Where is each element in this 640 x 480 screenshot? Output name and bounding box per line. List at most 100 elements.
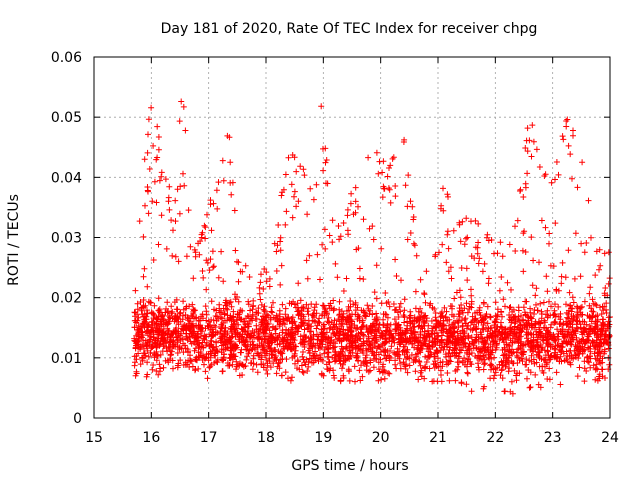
data-point	[558, 280, 565, 287]
data-point	[287, 377, 294, 384]
data-point	[446, 377, 453, 384]
data-point	[566, 289, 573, 296]
data-point	[330, 372, 337, 379]
data-point	[366, 310, 373, 317]
data-point	[586, 359, 592, 366]
data-point	[185, 348, 191, 355]
data-point	[344, 206, 351, 213]
data-point	[376, 321, 383, 328]
data-point	[181, 182, 188, 189]
data-point	[260, 286, 267, 292]
data-points	[131, 98, 613, 397]
data-point	[601, 346, 608, 353]
x-tick-label: 15	[85, 430, 103, 446]
data-point	[297, 297, 304, 304]
data-point	[468, 286, 474, 293]
data-point	[314, 251, 321, 258]
data-point	[317, 276, 323, 283]
data-point	[468, 298, 475, 305]
x-tick-label: 16	[142, 430, 160, 446]
data-point	[415, 308, 422, 315]
data-point	[440, 185, 446, 192]
y-tick-label: 0.02	[51, 291, 82, 307]
data-point	[574, 184, 581, 191]
data-point	[132, 287, 139, 294]
data-point	[270, 360, 277, 367]
data-point	[511, 367, 518, 374]
data-point	[472, 217, 479, 224]
data-point	[330, 344, 337, 351]
data-point	[149, 366, 156, 373]
data-point	[574, 373, 581, 380]
data-point	[445, 245, 452, 252]
data-point	[312, 355, 319, 362]
data-point	[200, 274, 207, 281]
data-point	[150, 362, 157, 368]
data-point	[305, 317, 312, 324]
data-point	[442, 314, 449, 321]
data-point	[526, 384, 533, 391]
data-point	[261, 266, 268, 272]
data-point	[439, 241, 446, 248]
data-point	[546, 365, 553, 372]
data-point	[160, 364, 167, 371]
data-point	[529, 282, 536, 289]
data-point	[396, 355, 403, 362]
data-point	[564, 352, 571, 359]
data-point	[586, 290, 593, 297]
data-point	[358, 362, 364, 369]
data-point	[245, 298, 252, 305]
data-point	[455, 363, 462, 370]
data-point	[390, 154, 397, 161]
data-point	[517, 186, 524, 193]
data-point	[463, 215, 470, 222]
data-point	[498, 274, 505, 280]
data-point	[250, 355, 257, 362]
data-point	[467, 326, 474, 333]
data-point	[183, 303, 190, 310]
data-point	[263, 269, 270, 276]
data-point	[605, 249, 612, 256]
data-point	[166, 344, 173, 351]
data-point	[446, 316, 453, 323]
data-point	[304, 275, 311, 282]
data-point	[369, 311, 376, 318]
data-point	[410, 240, 417, 247]
data-point	[444, 228, 451, 235]
data-point	[141, 265, 148, 272]
y-tick-label: 0.01	[51, 351, 82, 367]
data-point	[207, 256, 214, 263]
data-point	[345, 366, 352, 373]
data-point	[144, 149, 151, 156]
data-point	[174, 186, 181, 193]
data-point	[156, 177, 163, 184]
data-point	[177, 183, 184, 190]
x-tick-label: 23	[544, 430, 562, 446]
data-point	[524, 148, 531, 155]
data-point	[278, 372, 285, 379]
data-point	[385, 299, 392, 305]
y-tick-label: 0.05	[51, 110, 82, 126]
data-point	[199, 268, 206, 274]
data-point	[601, 250, 608, 257]
data-point	[524, 375, 530, 382]
x-axis-label: GPS time / hours	[291, 458, 408, 474]
data-point	[492, 318, 499, 325]
data-point	[149, 319, 156, 326]
data-point	[235, 298, 242, 305]
data-point	[241, 318, 248, 325]
data-point	[524, 125, 531, 132]
data-point	[263, 356, 270, 363]
data-point	[543, 273, 550, 280]
data-point	[497, 239, 504, 246]
data-point	[484, 231, 491, 238]
data-point	[570, 132, 576, 139]
data-point	[155, 146, 162, 153]
data-point	[304, 368, 311, 374]
data-point	[373, 262, 380, 269]
data-point	[581, 249, 588, 256]
data-point	[578, 240, 585, 247]
data-point	[340, 372, 347, 379]
data-point	[491, 318, 498, 325]
data-point	[576, 364, 583, 371]
